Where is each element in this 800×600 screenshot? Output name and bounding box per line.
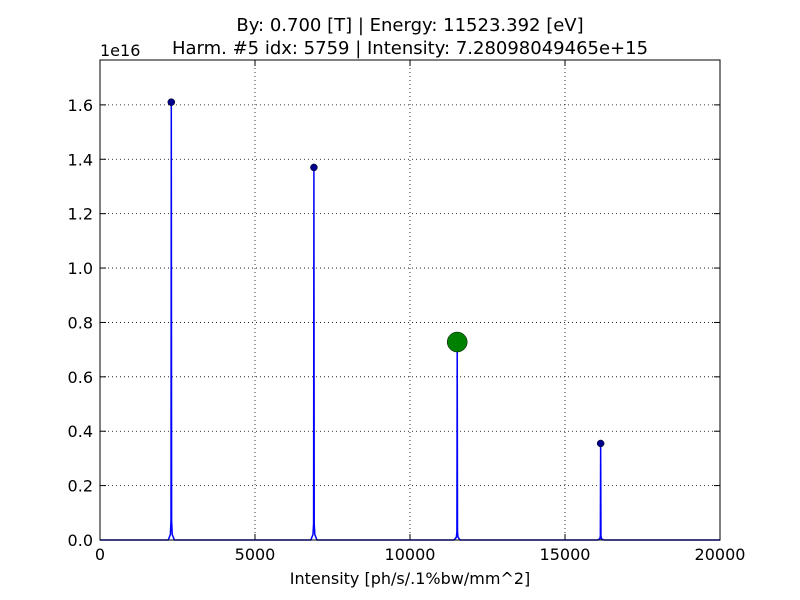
peak-marker	[167, 98, 176, 106]
x-axis-label: Intensity [ph/s/.1%bw/mm^2]	[290, 569, 530, 588]
highlight-marker	[446, 331, 468, 353]
peak-marker	[596, 439, 605, 448]
chart-title: By: 0.700 [T] | Energy: 11523.392 [eV]	[236, 15, 583, 36]
y-tick-label: 1.4	[68, 150, 93, 169]
y-tick-label: 1.2	[68, 205, 93, 224]
y-offset-label: 1e16	[100, 41, 140, 60]
plot-frame	[99, 59, 721, 541]
y-tick-label: 0.4	[68, 422, 93, 441]
x-tick-label: 20000	[695, 545, 746, 564]
y-tick-label: 1.0	[68, 259, 93, 278]
x-tick-label: 5000	[235, 545, 276, 564]
y-tick-label: 0.6	[68, 368, 93, 387]
x-tick-label: 15000	[540, 545, 591, 564]
peak-marker	[310, 163, 318, 172]
x-tick-label: 10000	[385, 545, 436, 564]
x-tick-label: 0	[95, 545, 105, 564]
y-tick-label: 0.8	[68, 313, 93, 332]
y-tick-label: 0.0	[68, 531, 93, 550]
y-tick-label: 1.6	[68, 96, 93, 115]
y-tick-label: 0.2	[68, 477, 93, 496]
chart-subtitle: Harm. #5 idx: 5759 | Intensity: 7.280980…	[172, 38, 648, 59]
